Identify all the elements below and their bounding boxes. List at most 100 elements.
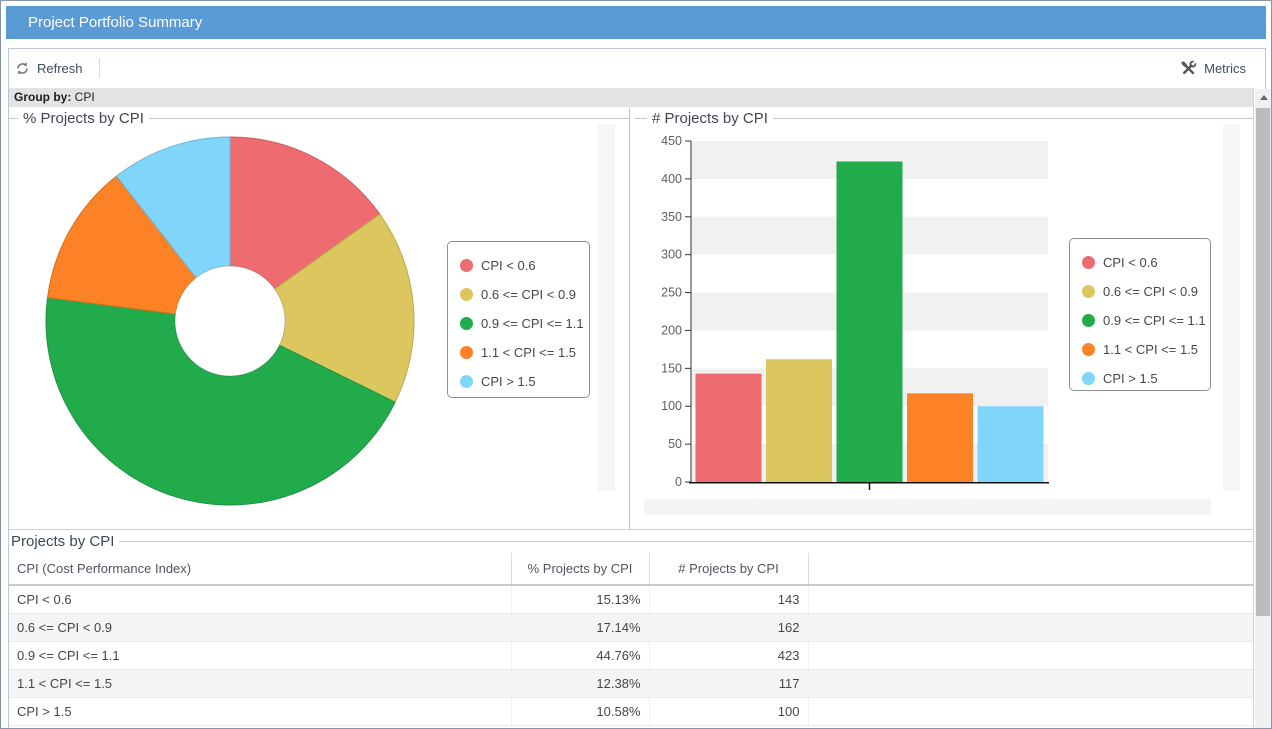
vertical-scrollbar[interactable]	[1255, 89, 1271, 728]
cpi-range-cell: CPI > 1.5	[9, 697, 512, 726]
count-cell: 143	[649, 585, 809, 614]
bar-3[interactable]	[907, 393, 973, 482]
percent-cell: 17.14%	[511, 613, 650, 642]
charts-table-divider	[9, 529, 1254, 530]
legend-swatch	[1082, 285, 1095, 298]
pie-chart[interactable]	[9, 108, 629, 529]
column-header-count[interactable]: # Projects by CPI	[649, 553, 809, 586]
legend-item: 0.6 <= CPI < 0.9	[1070, 277, 1210, 306]
percent-cell: 15.13%	[511, 585, 650, 614]
legend-item: CPI < 0.6	[448, 251, 589, 280]
column-header-percent[interactable]: % Projects by CPI	[511, 553, 650, 586]
filler-cell	[808, 697, 1254, 726]
bar-1[interactable]	[766, 359, 832, 482]
pie-slice-1[interactable]	[229, 213, 415, 403]
bar-chart[interactable]: 0 50 100 150 200 250 300 350 400 450	[630, 108, 1254, 529]
column-header-filler	[808, 553, 1254, 586]
legend-label: CPI > 1.5	[1103, 371, 1158, 386]
bar-fieldset-legend: # Projects by CPI	[635, 109, 1254, 127]
tools-icon	[1180, 60, 1197, 77]
legend-label: 0.9 <= CPI <= 1.1	[1103, 313, 1206, 328]
pie-slice-2[interactable]	[45, 296, 396, 506]
table-row[interactable]: 0.6 <= CPI < 0.9 17.14% 162	[9, 613, 1254, 642]
percent-cell: 10.58%	[511, 697, 650, 726]
legend-label: CPI < 0.6	[481, 258, 536, 273]
column-header-cpi[interactable]: CPI (Cost Performance Index)	[9, 553, 512, 586]
table-row[interactable]: CPI > 1.5 10.58% 100	[9, 697, 1254, 726]
bar-0[interactable]	[695, 373, 762, 482]
legend-item: 0.6 <= CPI < 0.9	[448, 280, 589, 309]
y-tick-label: 300	[661, 248, 682, 262]
pie-fieldset-legend: % Projects by CPI	[9, 109, 629, 127]
legend-label: 0.9 <= CPI <= 1.1	[481, 316, 584, 331]
pie-slice-0[interactable]	[229, 136, 381, 322]
group-by-bar: Group by: CPI	[9, 88, 1254, 107]
legend-swatch	[460, 317, 473, 330]
bar-chart-title: # Projects by CPI	[652, 109, 768, 127]
legend-item: 1.1 < CPI <= 1.5	[448, 338, 589, 367]
table-row[interactable]: CPI < 0.6 15.13% 143	[9, 585, 1254, 614]
legend-swatch	[1082, 256, 1095, 269]
percent-cell: 12.38%	[511, 669, 650, 698]
bar-xaxis-strip	[644, 499, 1211, 515]
legend-swatch	[1082, 314, 1095, 327]
legend-item: 1.1 < CPI <= 1.5	[1070, 335, 1210, 364]
filler-cell	[808, 669, 1254, 698]
legend-swatch	[460, 346, 473, 359]
toolbar: Refresh Metrics	[9, 49, 1264, 87]
legend-swatch	[1082, 372, 1095, 385]
group-by-label: Group by:	[14, 90, 72, 104]
refresh-label: Refresh	[37, 60, 83, 76]
legend-swatch	[460, 375, 473, 388]
legend-swatch	[460, 259, 473, 272]
filler-cell	[808, 585, 1254, 614]
toolbar-separator	[98, 58, 100, 78]
y-tick-label: 400	[661, 172, 682, 186]
refresh-button[interactable]: Refresh	[9, 57, 89, 80]
y-tick-label: 100	[661, 399, 682, 413]
page-title: Project Portfolio Summary	[28, 14, 203, 31]
legend-swatch	[460, 288, 473, 301]
table-header: CPI (Cost Performance Index) % Projects …	[9, 553, 1254, 586]
legend-label: 0.6 <= CPI < 0.9	[1103, 284, 1199, 299]
bar-2[interactable]	[836, 161, 903, 482]
y-tick-label: 200	[661, 323, 682, 337]
y-tick-label: 150	[661, 361, 682, 375]
table-row[interactable]: 1.1 < CPI <= 1.5 12.38% 117	[9, 669, 1254, 698]
bar-4[interactable]	[977, 406, 1044, 482]
y-tick-label: 250	[661, 286, 682, 300]
cpi-range-cell: 1.1 < CPI <= 1.5	[9, 669, 512, 698]
filler-cell	[808, 613, 1254, 642]
panel-divider	[629, 108, 630, 529]
table-title: Projects by CPI	[11, 532, 115, 550]
count-cell: 117	[649, 669, 809, 698]
count-cell: 100	[649, 697, 809, 726]
y-tick-label: 0	[675, 475, 682, 489]
cpi-range-cell: 0.9 <= CPI <= 1.1	[9, 641, 512, 670]
scroll-up-button[interactable]	[1255, 89, 1271, 107]
scrollbar-thumb[interactable]	[1256, 108, 1270, 616]
donut-hole	[174, 265, 286, 377]
group-by-value: CPI	[74, 90, 95, 104]
y-tick-label: 450	[661, 134, 682, 148]
projects-table: CPI (Cost Performance Index) % Projects …	[9, 553, 1254, 726]
pie-chart-title: % Projects by CPI	[23, 109, 144, 127]
count-cell: 162	[649, 613, 809, 642]
refresh-icon	[15, 61, 30, 76]
metrics-label: Metrics	[1204, 60, 1246, 76]
bar-chart-legend: CPI < 0.6 0.6 <= CPI < 0.9 0.9 <= CPI <= 1…	[1069, 238, 1211, 391]
cpi-range-cell: 0.6 <= CPI < 0.9	[9, 613, 512, 642]
filler-cell	[808, 641, 1254, 670]
legend-label: 0.6 <= CPI < 0.9	[481, 287, 577, 302]
window-titlebar: Project Portfolio Summary	[6, 6, 1266, 39]
cpi-range-cell: CPI < 0.6	[9, 585, 512, 614]
legend-swatch	[1082, 343, 1095, 356]
legend-item: CPI < 0.6	[1070, 248, 1210, 277]
table-row[interactable]: 0.9 <= CPI <= 1.1 44.76% 423	[9, 641, 1254, 670]
legend-item: 0.9 <= CPI <= 1.1	[448, 309, 589, 338]
metrics-button[interactable]: Metrics	[1174, 56, 1252, 81]
pie-slice-3[interactable]	[46, 175, 232, 322]
legend-item: 0.9 <= CPI <= 1.1	[1070, 306, 1210, 335]
legend-label: 1.1 < CPI <= 1.5	[1103, 342, 1199, 357]
